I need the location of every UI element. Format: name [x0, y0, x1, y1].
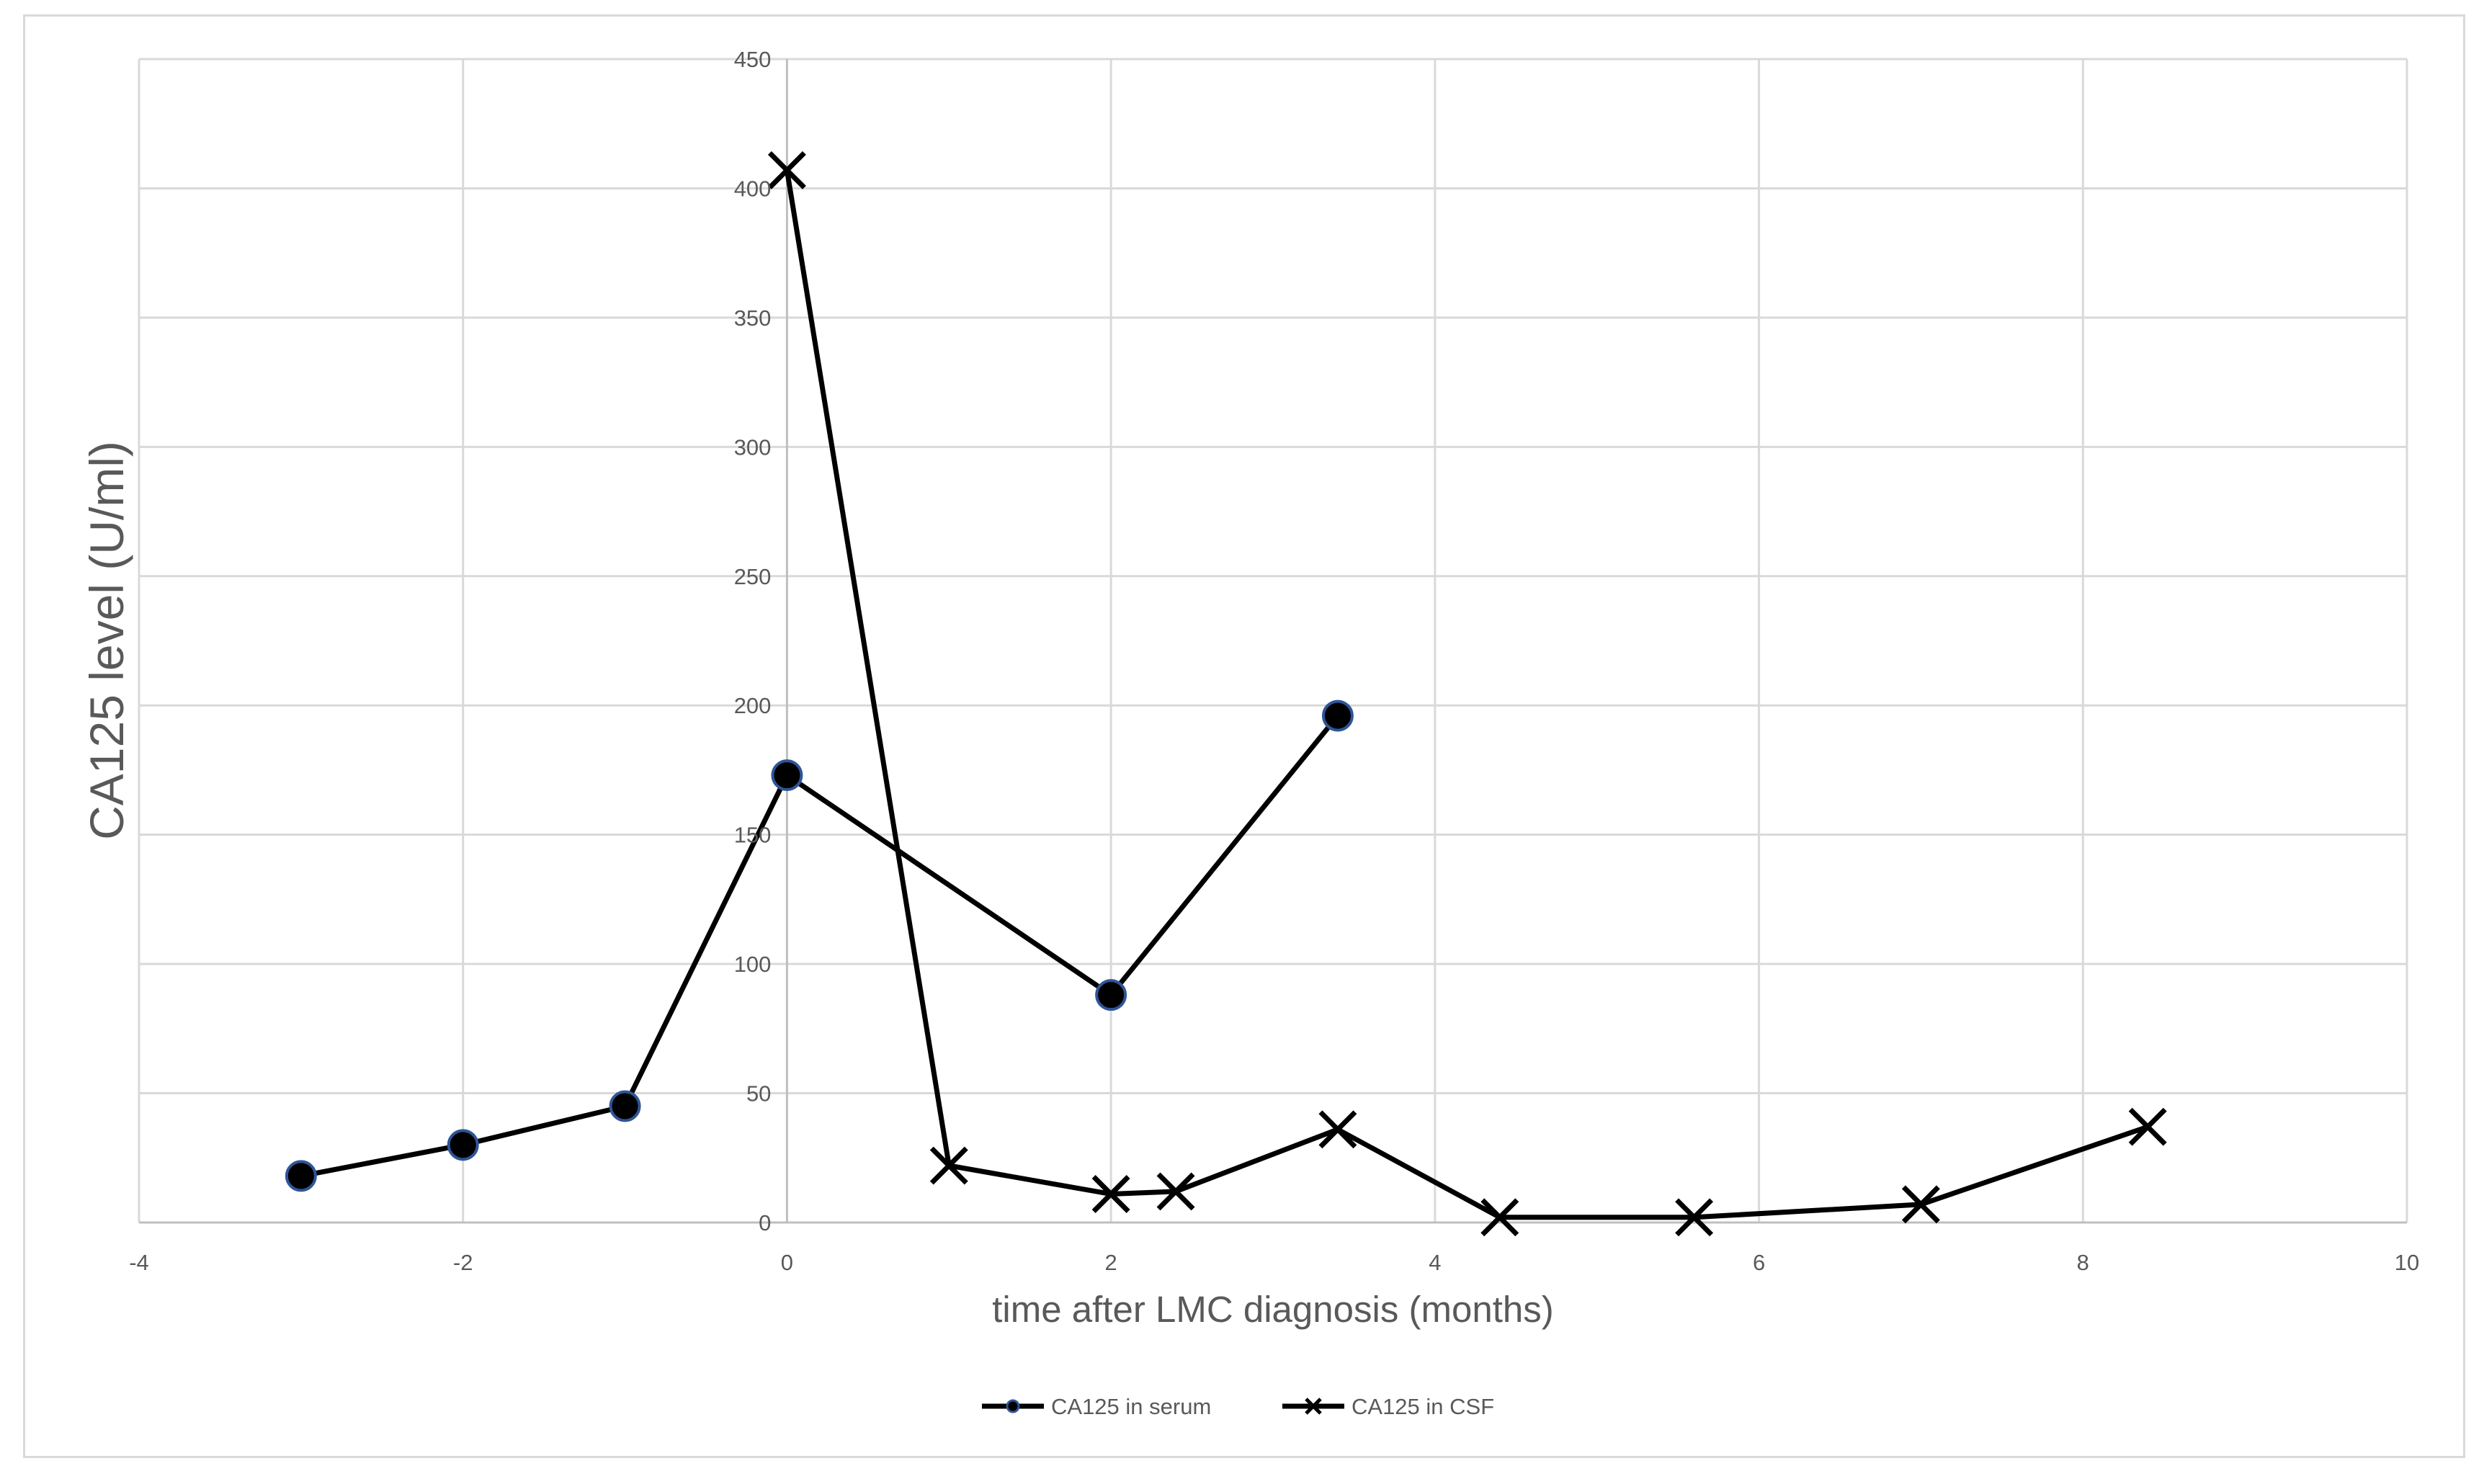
legend-label: CA125 in serum: [1051, 1394, 1211, 1419]
y-tick-label: 150: [734, 823, 772, 848]
data-point: [609, 1090, 641, 1122]
data-point: [447, 1129, 479, 1161]
series-layer: [285, 151, 2167, 1237]
x-tick-label: -2: [453, 1250, 473, 1275]
legend-marker: [1006, 1399, 1020, 1413]
y-tick-label: 350: [734, 305, 772, 331]
y-axis-title: CA125 level (U/ml): [80, 441, 133, 840]
data-point: [285, 1160, 317, 1192]
legend-marker: [1305, 1398, 1322, 1415]
x-marker-stroke: [1318, 1110, 1357, 1149]
data-point: [1318, 1110, 1357, 1149]
y-tick-label: 450: [734, 47, 772, 72]
series-csf: [767, 151, 2167, 1237]
data-point: [1095, 979, 1127, 1011]
y-tick-label: 250: [734, 564, 772, 589]
axes: [139, 59, 2407, 1224]
legend-item-serum: CA125 in serum: [982, 1394, 1211, 1419]
y-tick-label: 400: [734, 176, 772, 201]
y-tick-label: 0: [759, 1210, 771, 1235]
x-marker-stroke: [767, 151, 806, 189]
series-line: [784, 169, 2149, 1220]
x-tick-label: 0: [781, 1250, 793, 1275]
x-marker-stroke: [1305, 1398, 1322, 1415]
x-tick-label: 4: [1429, 1250, 1441, 1275]
grid-lines: [138, 58, 2408, 1222]
y-tick-label: 100: [734, 952, 772, 977]
x-marker-stroke: [1675, 1198, 1714, 1237]
x-marker-stroke: [1091, 1175, 1130, 1213]
legend-item-csf: CA125 in CSF: [1282, 1394, 1494, 1419]
data-point: [929, 1146, 968, 1185]
series-serum: [285, 699, 1354, 1192]
chart-frame: -4 -2 0 2 4 6 8 10 0 50 100 150 200 250 300 350 400 450 t…: [23, 14, 2465, 1458]
x-marker-stroke: [1480, 1198, 1519, 1237]
legend: CA125 in serum CA125 in CSF: [982, 1394, 1494, 1419]
data-point: [771, 759, 803, 792]
x-tick-label: -4: [129, 1250, 149, 1275]
series-line: [300, 714, 1340, 1179]
y-tick-label: 50: [746, 1081, 771, 1107]
data-point: [2128, 1107, 2167, 1146]
data-point: [1321, 699, 1354, 732]
data-point: [1675, 1198, 1714, 1237]
y-tick-label: 300: [734, 434, 772, 460]
x-axis-title: time after LMC diagnosis (months): [992, 1289, 1553, 1330]
x-tick-label: 8: [2077, 1250, 2089, 1275]
x-marker-stroke: [1156, 1172, 1195, 1211]
y-tick-label: 200: [734, 693, 772, 718]
x-marker-stroke: [2128, 1107, 2167, 1146]
x-tick-label: 6: [1753, 1250, 1765, 1275]
x-tick-label: 2: [1105, 1250, 1117, 1275]
data-point: [1901, 1185, 1940, 1224]
x-tick-label: 10: [2395, 1250, 2419, 1275]
data-point: [1156, 1172, 1195, 1211]
x-marker-stroke: [1901, 1185, 1940, 1224]
x-marker-stroke: [929, 1146, 968, 1185]
data-point: [1480, 1198, 1519, 1237]
data-point: [767, 151, 806, 189]
data-point: [1091, 1175, 1130, 1213]
legend-label: CA125 in CSF: [1352, 1394, 1494, 1419]
